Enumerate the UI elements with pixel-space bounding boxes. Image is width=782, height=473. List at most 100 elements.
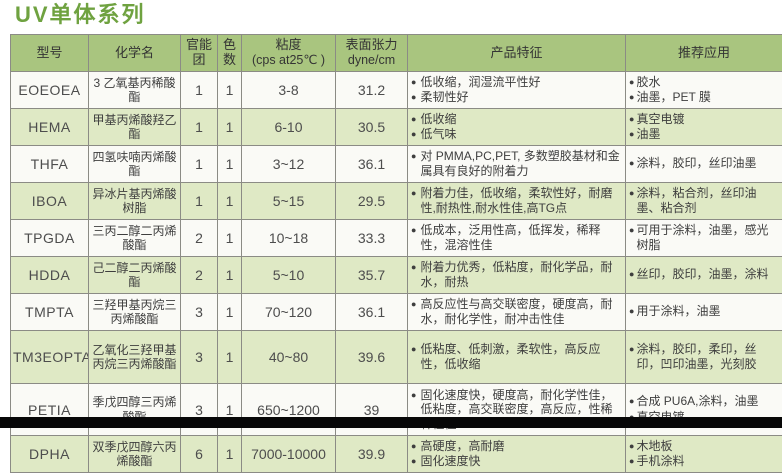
bullet-icon: ●	[629, 127, 634, 142]
recommended-applications-cell-text: 可用于涂料，油墨，感光树脂	[636, 223, 779, 252]
functional-groups-cell: 1	[181, 183, 218, 220]
column-header: 推荐应用	[626, 35, 782, 72]
product-features-cell: ● 对 PMMA,PC,PET, 多数塑胶基材和金属具有良好的附着力	[408, 146, 626, 183]
color-number-cell: 1	[218, 436, 242, 473]
bullet-line: ●油墨	[629, 127, 779, 142]
bullet-line: ●可用于涂料，油墨，感光树脂	[629, 223, 779, 252]
column-header-label: 推荐应用	[628, 46, 780, 61]
column-header: 化学名	[89, 35, 181, 72]
recommended-applications-cell-text: 涂料，粘合剂，丝印油墨、粘合剂	[636, 186, 779, 215]
recommended-applications-cell-text: 涂料，胶印，丝印油墨	[636, 156, 756, 171]
recommended-applications-cell: ●涂料，胶印，丝印油墨	[626, 146, 782, 183]
bullet-line: ●涂料，胶印，柔印，丝印，凹印油墨，光刻胶	[629, 342, 779, 371]
product-features-cell-text: 高硬度，高耐磨	[420, 439, 504, 454]
column-header: 型号	[11, 35, 89, 72]
bullet-line: ●木地板	[629, 439, 779, 454]
bullet-line: ●高反应性与高交联密度，硬度高，耐水，耐化学性，耐冲击性佳	[411, 297, 622, 326]
bullet-line: ●油墨，PET 膜	[629, 90, 779, 105]
color-number-cell: 1	[218, 146, 242, 183]
model-cell: HDDA	[11, 257, 89, 294]
surface-tension-cell: 36.1	[336, 294, 408, 331]
bullet-line: ●低成本，泛用性高，低挥发，稀释性，混溶性佳	[411, 223, 622, 252]
bullet-icon: ●	[411, 90, 416, 105]
bullet-line: ●合成 PU6A,涂料，油墨	[629, 394, 779, 409]
recommended-applications-cell: ●胶水●油墨，PET 膜	[626, 72, 782, 109]
recommended-applications-cell-text: 用于涂料，油墨	[636, 304, 720, 319]
surface-tension-cell: 30.5	[336, 109, 408, 146]
column-header-label: 化学名	[91, 46, 178, 61]
product-features-cell-text: 低收缩，润湿流平性好	[420, 75, 540, 90]
recommended-applications-cell-text: 合成 PU6A,涂料，油墨	[636, 394, 758, 409]
product-features-cell-text: 对 PMMA,PC,PET, 多数塑胶基材和金属具有良好的附着力	[420, 149, 622, 178]
bullet-line: ●低气味	[411, 127, 622, 142]
column-header-label: 表面张力	[338, 38, 405, 53]
recommended-applications-cell: ●用于涂料，油墨	[626, 294, 782, 331]
viscosity-cell: 10~18	[242, 220, 336, 257]
bullet-icon: ●	[411, 149, 416, 164]
bullet-icon: ●	[629, 439, 634, 454]
recommended-applications-cell: ●木地板●手机涂料	[626, 436, 782, 473]
functional-groups-cell: 3	[181, 331, 218, 384]
recommended-applications-cell-text: 手机涂料	[636, 454, 684, 469]
bullet-icon: ●	[629, 90, 634, 105]
recommended-applications-cell-text: 涂料，胶印，柔印，丝印，凹印油墨，光刻胶	[636, 342, 779, 371]
bullet-line: ●高硬度，高耐磨	[411, 439, 622, 454]
chemical-name-cell: 双季戊四醇六丙烯酸酯	[89, 436, 181, 473]
column-header-label: 产品特征	[410, 46, 623, 61]
column-header-label: 粘度	[244, 38, 333, 53]
chemical-name-cell: 异冰片基丙烯酸树脂	[89, 183, 181, 220]
bullet-line: ●用于涂料，油墨	[629, 304, 779, 319]
chemical-name-cell: 3 乙氧基丙稀酸酯	[89, 72, 181, 109]
recommended-applications-cell-text: 木地板	[636, 439, 672, 454]
chemical-name-cell: 三羟甲基丙烷三丙烯酸酯	[89, 294, 181, 331]
functional-groups-cell: 1	[181, 109, 218, 146]
functional-groups-cell: 2	[181, 257, 218, 294]
bullet-icon: ●	[411, 342, 416, 357]
functional-groups-cell: 1	[181, 146, 218, 183]
model-cell: IBOA	[11, 183, 89, 220]
recommended-applications-cell: ●真空电镀●油墨	[626, 109, 782, 146]
bullet-icon: ●	[629, 156, 634, 171]
product-features-cell-text: 柔韧性好	[420, 90, 468, 105]
surface-tension-cell: 31.2	[336, 72, 408, 109]
bullet-icon: ●	[629, 186, 634, 201]
color-number-cell: 1	[218, 183, 242, 220]
column-header: 官能团	[181, 35, 218, 72]
column-header: 粘度(cps at25℃ )	[242, 35, 336, 72]
bullet-icon: ●	[411, 75, 416, 90]
chemical-name-cell: 甲基丙烯酸羟乙酯	[89, 109, 181, 146]
chemical-name-cell: 乙氧化三羟甲基丙烷三丙烯酸酯	[89, 331, 181, 384]
model-cell: TMPTA	[11, 294, 89, 331]
recommended-applications-cell-text: 胶水	[636, 75, 660, 90]
bullet-icon: ●	[411, 260, 416, 275]
bullet-line: ●真空电镀	[629, 112, 779, 127]
bullet-icon: ●	[411, 223, 416, 238]
bullet-line: ●附着力优秀，低粘度，耐化学品，耐水，耐热	[411, 260, 622, 289]
model-cell: DPHA	[11, 436, 89, 473]
recommended-applications-cell: ●丝印，胶印，油墨，涂料	[626, 257, 782, 294]
product-features-cell: ●高硬度，高耐磨●固化速度快	[408, 436, 626, 473]
column-header-sublabel: dyne/cm	[338, 53, 405, 67]
bullet-line: ●手机涂料	[629, 454, 779, 469]
viscosity-cell: 5~10	[242, 257, 336, 294]
recommended-applications-cell: ●涂料，胶印，柔印，丝印，凹印油墨，光刻胶	[626, 331, 782, 384]
viscosity-cell: 7000-10000	[242, 436, 336, 473]
model-cell: TM3EOPTA	[11, 331, 89, 384]
viscosity-cell: 40~80	[242, 331, 336, 384]
recommended-applications-cell: ●可用于涂料，油墨，感光树脂	[626, 220, 782, 257]
product-features-cell-text: 附着力佳，低收缩，柔软性好，耐磨性,耐热性,耐水性佳,高TG点	[420, 186, 622, 215]
bullet-line: ● 柔韧性好	[411, 90, 622, 105]
chemical-name-cell: 四氢呋喃丙烯酸酯	[89, 146, 181, 183]
chemical-name-cell: 三丙二醇二丙烯酸酯	[89, 220, 181, 257]
bullet-icon: ●	[629, 304, 634, 319]
product-features-cell: ● 低收缩，润湿流平性好 ● 柔韧性好	[408, 72, 626, 109]
column-header-label: 型号	[13, 46, 86, 61]
